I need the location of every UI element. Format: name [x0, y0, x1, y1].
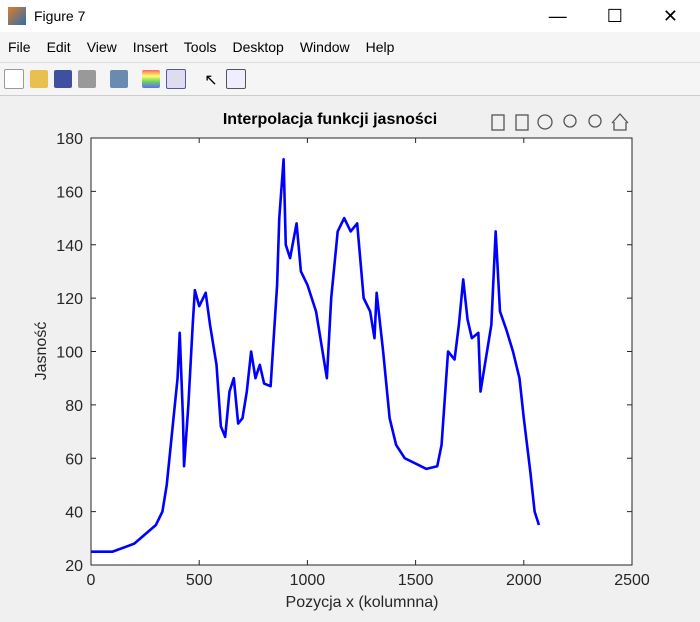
menu-item[interactable]: Tools — [183, 39, 217, 55]
data-line — [91, 158, 541, 553]
y-tick-label: 180 — [56, 131, 83, 148]
title-bar: Figure 7 — ☐ ✕ — [0, 0, 700, 32]
menu-item[interactable]: Window — [299, 39, 350, 55]
x-tick-label: 0 — [87, 572, 96, 589]
pointer-button[interactable]: ↖ — [204, 72, 218, 89]
x-tick-label: 500 — [186, 572, 213, 589]
axes-toolbar — [491, 113, 629, 131]
property-button[interactable] — [226, 69, 246, 89]
link-button[interactable] — [110, 70, 128, 88]
legend-button[interactable] — [166, 69, 186, 89]
y-tick-label: 80 — [65, 398, 83, 415]
zoom-in-icon[interactable] — [563, 114, 577, 128]
new-button[interactable] — [4, 69, 24, 89]
y-tick-label: 20 — [65, 558, 83, 575]
y-tick-label: 100 — [56, 345, 83, 362]
app-icon — [8, 7, 26, 25]
x-tick-label: 1000 — [290, 572, 326, 589]
toolbar: ↖ — [0, 63, 700, 96]
x-tick-label: 2500 — [614, 572, 650, 589]
x-tick-label: 1500 — [398, 572, 434, 589]
axes-box — [90, 137, 633, 566]
minimize-button[interactable]: — — [548, 5, 567, 26]
window-title: Figure 7 — [34, 8, 86, 24]
maximize-button[interactable]: ☐ — [606, 5, 623, 26]
y-tick-label: 140 — [56, 238, 83, 255]
y-axis-label: Jasność — [33, 322, 50, 381]
brush-icon[interactable] — [491, 114, 505, 131]
menu-item[interactable]: Desktop — [232, 39, 284, 55]
pan-icon[interactable] — [537, 114, 553, 130]
y-tick-label: 40 — [65, 505, 83, 522]
open-button[interactable] — [30, 70, 48, 88]
axes-background — [91, 138, 632, 565]
print-button[interactable] — [78, 70, 96, 88]
x-axis-label: Pozycja x (kolumnna) — [286, 594, 439, 611]
menu-bar: File Edit View Insert Tools Desktop Window Help — [0, 32, 700, 63]
menu-item[interactable]: Edit — [46, 39, 71, 55]
menu-item[interactable]: File — [8, 39, 31, 55]
chart: Interpolacja funkcji jasności Pozycja x … — [33, 111, 650, 611]
menu-item[interactable]: View — [86, 39, 117, 55]
chart-title: Interpolacja funkcji jasności — [223, 111, 437, 128]
home-icon[interactable] — [611, 113, 629, 131]
y-tick-label: 120 — [56, 291, 83, 308]
y-tick-label: 60 — [65, 451, 83, 468]
menu-item[interactable]: Insert — [132, 39, 168, 55]
colorbar-button[interactable] — [142, 70, 160, 88]
zoom-out-icon[interactable] — [588, 114, 602, 128]
menu-item[interactable]: Help — [365, 39, 395, 55]
datatip-icon[interactable] — [515, 114, 529, 131]
x-tick-label: 2000 — [506, 572, 542, 589]
close-button[interactable]: ✕ — [662, 5, 678, 26]
save-button[interactable] — [54, 70, 72, 88]
y-tick-label: 160 — [56, 184, 83, 201]
